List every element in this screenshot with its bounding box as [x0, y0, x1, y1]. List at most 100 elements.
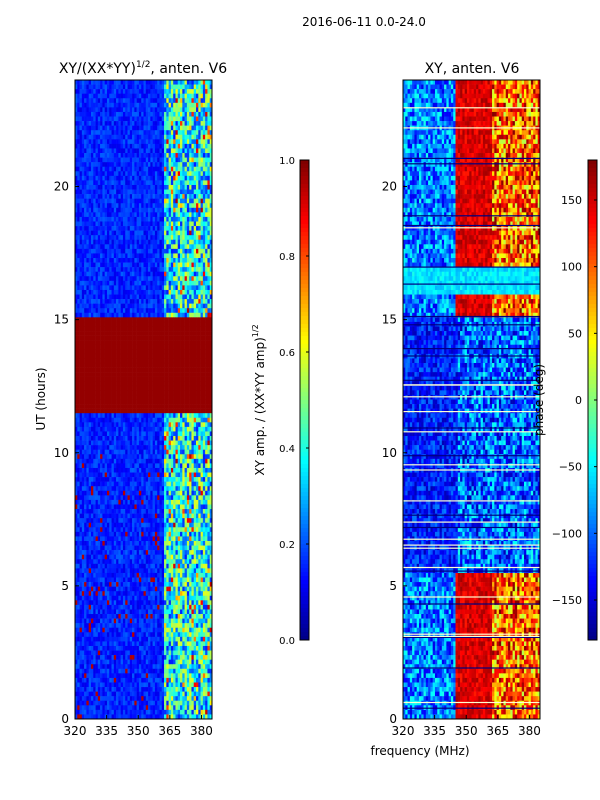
amp-heat-cell: [186, 440, 190, 446]
amp-heat-cell: [127, 353, 131, 359]
amp-heat-cell: [170, 171, 174, 177]
amp-heat-cell: [79, 321, 83, 327]
amp-heat-cell: [86, 326, 89, 332]
amp-heat-cell: [152, 162, 156, 168]
amp-heat-cell: [138, 294, 142, 300]
amp-heat-cell: [95, 422, 99, 428]
amp-heat-cell: [154, 294, 158, 300]
amp-heat-cell: [170, 422, 174, 428]
amp-heat-cell: [170, 180, 174, 186]
amp-heat-cell: [198, 422, 201, 428]
amp-heat-cell: [100, 399, 103, 405]
amp-heat-cell: [125, 271, 128, 277]
amp-heat-cell: [143, 80, 147, 85]
amp-heat-cell: [152, 454, 156, 460]
amp-heat-cell: [109, 258, 112, 263]
amp-heat-cell: [138, 98, 142, 104]
amp-heat-cell: [111, 253, 115, 259]
amp-heat-cell: [93, 98, 96, 104]
amp-heat-cell: [173, 285, 176, 291]
amp-heat-cell: [122, 143, 126, 149]
amp-heat-cell: [129, 394, 133, 400]
amp-heat-cell: [191, 134, 195, 140]
amp-heat-cell: [150, 390, 153, 396]
amp-heat-cell: [191, 253, 195, 259]
amp-heat-cell: [175, 230, 179, 236]
amp-heat-cell: [104, 89, 108, 94]
amp-heat-cell: [186, 394, 190, 400]
amp-heat-cell: [97, 111, 101, 117]
amp-heat-cell: [202, 171, 206, 177]
amp-heat-cell: [79, 276, 83, 282]
amp-heat-cell: [173, 111, 176, 117]
amp-heat-cell: [104, 312, 108, 318]
amp-heat-cell: [189, 376, 192, 382]
amp-heat-cell: [182, 367, 185, 373]
amp-heat-cell: [75, 390, 78, 396]
amp-heat-cell: [111, 166, 115, 172]
amp-heat-cell: [143, 280, 147, 286]
amp-heat-cell: [84, 134, 87, 140]
amp-heat-cell: [186, 111, 190, 117]
amp-heat-cell: [159, 321, 163, 327]
amp-heat-cell: [186, 271, 190, 277]
amp-heat-cell: [93, 212, 96, 218]
amp-heat-cell: [84, 98, 87, 104]
amp-heat-cell: [125, 381, 128, 387]
amp-heat-cell: [152, 312, 156, 318]
amp-heat-cell: [75, 221, 78, 227]
amp-heat-cell: [198, 276, 201, 282]
amp-heat-cell: [129, 143, 133, 149]
amp-heat-cell: [161, 130, 165, 136]
amp-heat-cell: [209, 372, 213, 377]
amp-heat-cell: [209, 184, 213, 190]
amp-heat-cell: [191, 162, 195, 168]
amp-heat-cell: [148, 376, 151, 382]
amp-heat-cell: [207, 376, 211, 382]
amp-heat-cell: [93, 335, 96, 341]
amp-heat-cell: [129, 89, 133, 94]
amp-heat-cell: [191, 390, 195, 396]
amp-heat-cell: [189, 180, 192, 186]
amp-heat-cell: [207, 162, 211, 168]
amp-heat-cell: [150, 399, 153, 405]
amp-heat-cell: [79, 454, 83, 460]
amp-heat-cell: [145, 362, 149, 368]
amp-heat-cell: [134, 198, 137, 204]
amp-heat-cell: [97, 308, 101, 314]
amp-heat-cell: [104, 385, 108, 391]
amp-heat-cell: [120, 308, 124, 314]
amp-heat-cell: [209, 321, 213, 327]
amp-heat-cell: [205, 184, 208, 190]
amp-heat-cell: [116, 258, 119, 263]
amp-heat-cell: [200, 226, 204, 231]
amp-heat-cell: [148, 436, 151, 441]
amp-heat-cell: [164, 408, 167, 414]
amp-heat-cell: [193, 235, 197, 241]
amp-heat-cell: [129, 239, 133, 245]
amp-heat-cell: [168, 426, 172, 432]
amp-heat-cell: [186, 381, 190, 387]
amp-heat-cell: [166, 125, 169, 131]
amp-heat-cell: [209, 175, 213, 181]
amp-heat-cell: [207, 426, 211, 432]
amp-heat-cell: [196, 308, 199, 314]
amp-heat-cell: [200, 426, 204, 432]
amp-heat-cell: [75, 431, 78, 437]
amp-heat-cell: [136, 121, 140, 126]
amp-heat-cell: [157, 262, 160, 268]
amp-heat-cell: [90, 394, 94, 400]
amp-heat-cell: [102, 280, 105, 286]
amp-heat-cell: [180, 413, 183, 419]
amp-heat-cell: [97, 203, 101, 209]
amp-heat-cell: [173, 358, 176, 364]
amp-heat-cell: [189, 417, 192, 423]
amp-heat-cell: [161, 175, 165, 181]
amp-heat-cell: [202, 408, 206, 414]
amp-heat-cell: [77, 422, 80, 428]
amp-heat-cell: [170, 221, 174, 227]
amp-heat-cell: [95, 321, 99, 327]
amp-heat-cell: [100, 376, 103, 382]
amp-heat-cell: [141, 239, 144, 245]
amp-heat-cell: [161, 299, 165, 304]
